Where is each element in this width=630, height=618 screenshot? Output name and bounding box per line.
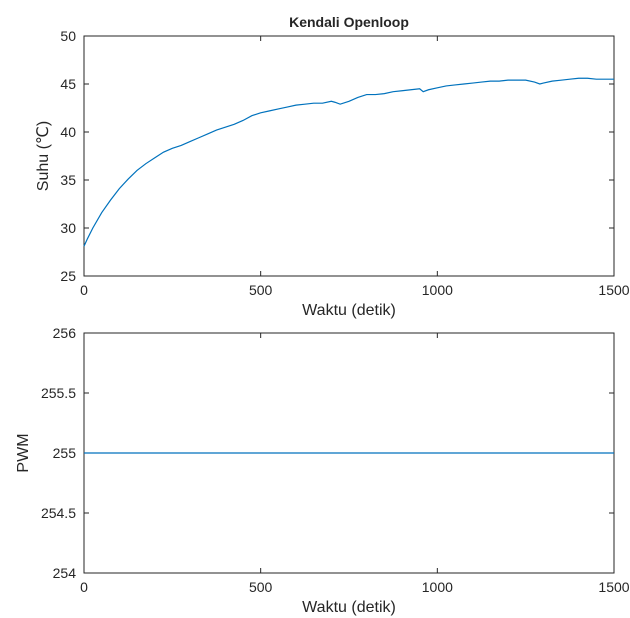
tick-labels: 0 500 1000 1500 254 254.5 255 255.5 256 [41, 325, 630, 595]
y-tick-label: 255.5 [41, 385, 76, 401]
x-tick-label: 0 [80, 579, 88, 595]
x-tick-label: 1500 [598, 282, 629, 298]
series-line [83, 77, 614, 247]
y-tick-label: 30 [60, 220, 76, 236]
y-axis-label: PWM [15, 433, 32, 472]
y-tick-label: 50 [60, 28, 76, 44]
y-tick-label: 254 [53, 565, 77, 581]
x-tick-label: 1000 [422, 579, 453, 595]
x-axis-label: Waktu (detik) [302, 302, 396, 319]
x-tick-label: 0 [80, 282, 88, 298]
y-tick-label: 45 [60, 76, 76, 92]
x-tick-label: 1500 [598, 579, 629, 595]
x-axis-label: Waktu (detik) [302, 599, 396, 616]
y-tick-label: 254.5 [41, 505, 76, 521]
y-tick-label: 35 [60, 172, 76, 188]
x-tick-label: 500 [249, 579, 273, 595]
y-tick-label: 255 [53, 445, 77, 461]
plot-area-frame [83, 35, 615, 277]
tick-marks [83, 332, 615, 574]
pwm-plot: 0 500 1000 1500 254 254.5 255 255.5 256 Waktu (d… [15, 325, 630, 616]
y-tick-label: 40 [60, 124, 76, 140]
y-tick-label: 256 [53, 325, 77, 341]
chart-title: Kendali Openloop [289, 14, 409, 30]
x-tick-label: 500 [249, 282, 273, 298]
tick-labels: 0 500 1000 1500 25 30 35 40 45 50 [60, 28, 629, 298]
tick-marks [83, 35, 615, 277]
temperature-plot: Kendali Openloop 0 500 1000 1500 25 30 35 40 45 5… [35, 14, 630, 319]
y-tick-label: 25 [60, 268, 76, 284]
y-axis-label: Suhu (℃) [35, 121, 52, 191]
x-tick-label: 1000 [422, 282, 453, 298]
